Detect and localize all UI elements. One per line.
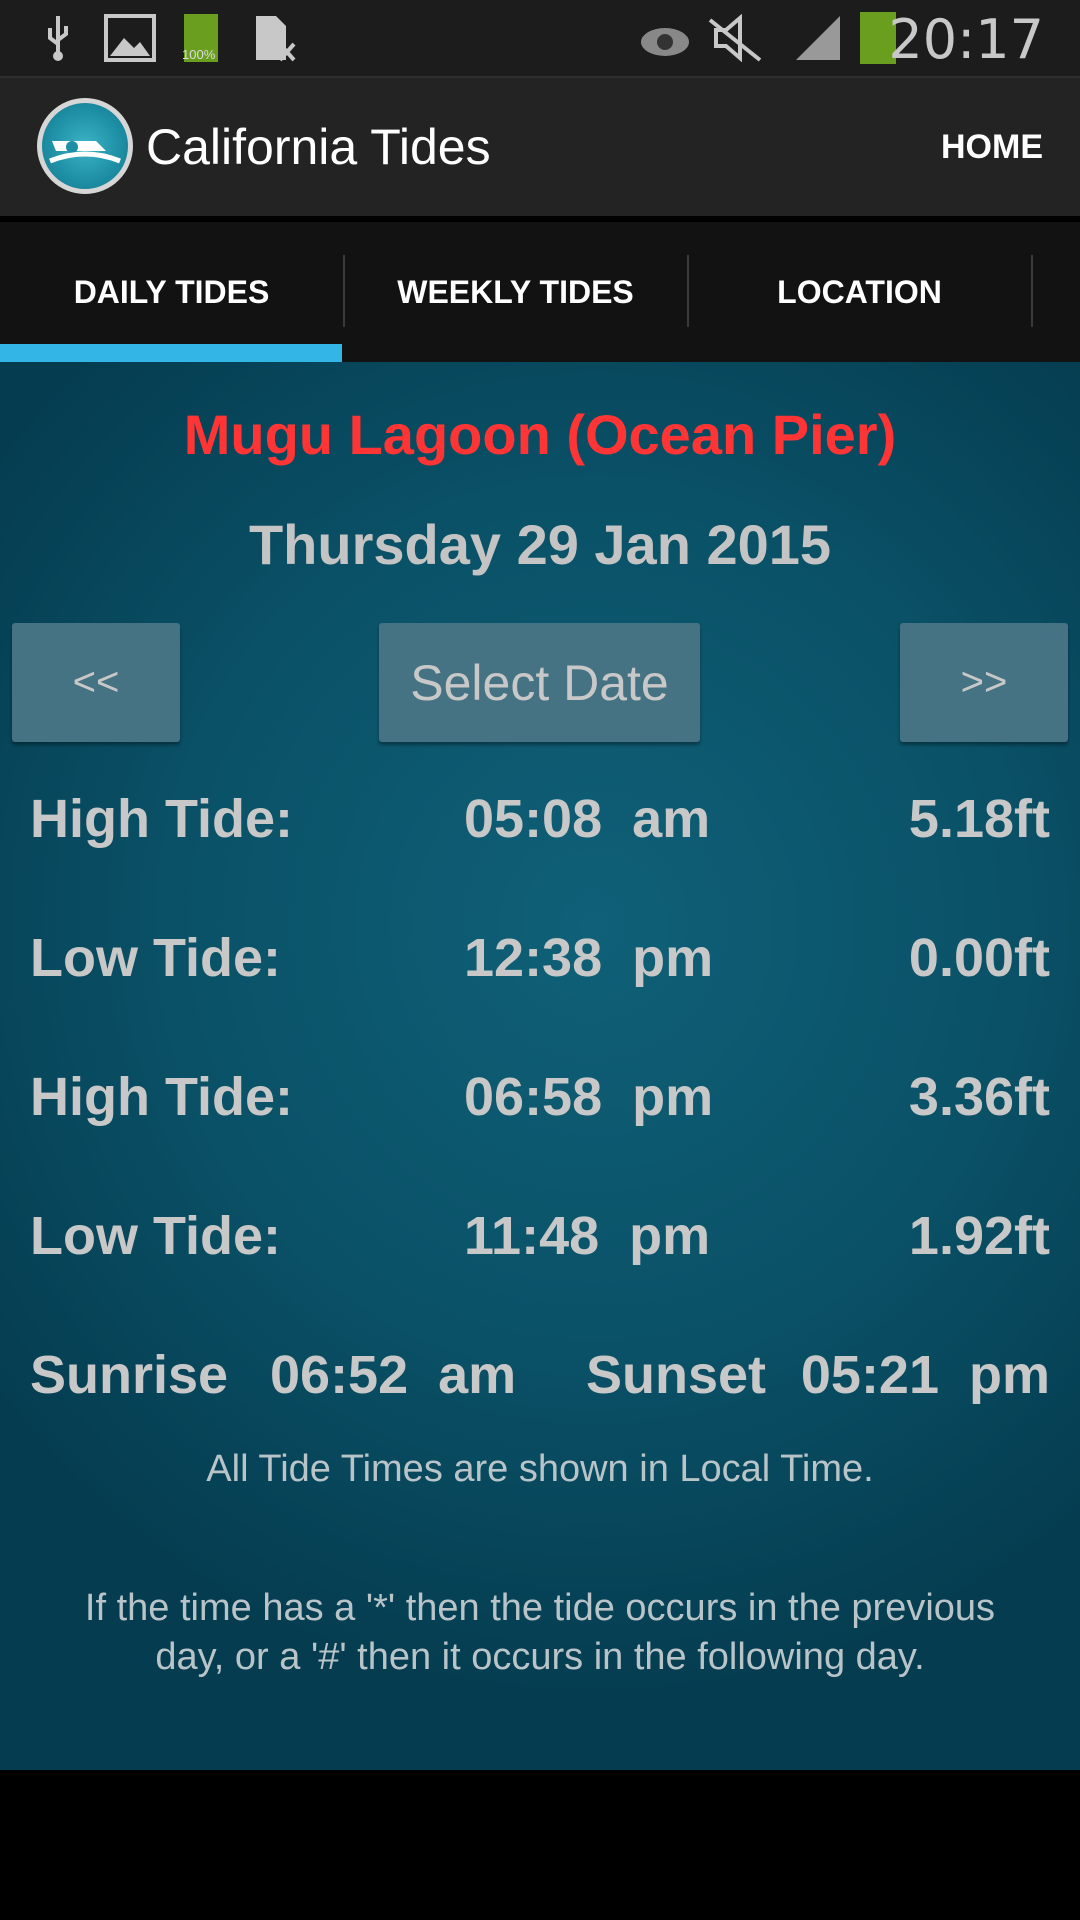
tide-height: 5.18ft — [908, 789, 1050, 849]
clock: 20:17 — [888, 8, 1044, 71]
image-icon — [104, 14, 156, 62]
tab-weekly-tides[interactable]: WEEKLY TIDES — [397, 273, 634, 310]
app-logo-icon — [37, 98, 133, 194]
tide-time: 06:58 pm — [464, 1067, 714, 1127]
tide-height: 1.92ft — [908, 1206, 1050, 1266]
usb-icon — [48, 16, 68, 61]
tab-divider — [1031, 255, 1033, 327]
tide-label: High Tide: — [30, 1067, 293, 1127]
local-time-note: All Tide Times are shown in Local Time. — [206, 1448, 874, 1490]
next-day-button[interactable]: >> — [900, 623, 1068, 742]
sunrise-label: Sunrise — [30, 1345, 229, 1405]
tab-bar: DAILY TIDES WEEKLY TIDES LOCATION — [0, 222, 1080, 362]
battery-icon: 100% — [182, 14, 218, 62]
tide-row: High Tide: 05:08 am 5.18ft — [0, 788, 1080, 858]
tide-height: 0.00ft — [908, 928, 1050, 988]
tide-row: Low Tide: 12:38 pm 0.00ft — [0, 927, 1080, 997]
app-title: California Tides — [146, 119, 491, 175]
location-name: Mugu Lagoon (Ocean Pier) — [183, 403, 897, 466]
sunset-label: Sunset — [586, 1345, 767, 1405]
select-date-button[interactable]: Select Date — [379, 623, 700, 742]
sunrise-time: 06:52 am — [270, 1345, 517, 1405]
daily-tides-panel — [0, 362, 1080, 1770]
tide-time: 12:38 pm — [464, 928, 714, 988]
mute-icon — [708, 14, 762, 62]
status-bar: 100% 20:17 — [0, 0, 1080, 76]
tab-divider — [687, 255, 689, 327]
battery-icon — [860, 12, 896, 64]
signal-icon — [796, 16, 840, 60]
tide-label: Low Tide: — [30, 1206, 281, 1266]
tide-height: 3.36ft — [908, 1067, 1050, 1127]
battery-percent: 100% — [182, 47, 216, 62]
sim-icon — [256, 16, 296, 62]
tide-label: High Tide: — [30, 789, 293, 849]
previous-day-button[interactable]: << — [12, 623, 180, 742]
action-bar — [0, 76, 1080, 216]
tab-location[interactable]: LOCATION — [777, 273, 942, 310]
home-button[interactable]: HOME — [941, 128, 1043, 166]
symbol-note-line2: day, or a '#' then it occurs in the foll… — [155, 1636, 925, 1678]
symbol-note-line1: If the time has a '*' then the tide occu… — [84, 1587, 996, 1629]
tab-indicator — [0, 344, 342, 362]
tide-row: High Tide: 06:58 pm 3.36ft — [0, 1066, 1080, 1136]
sunset-time: 05:21 pm — [800, 1345, 1050, 1405]
eye-icon — [641, 28, 689, 56]
sun-times-row: Sunrise 06:52 am Sunset 05:21 pm — [0, 1344, 1080, 1414]
tab-divider — [343, 255, 345, 327]
tide-time: 11:48 pm — [464, 1206, 711, 1266]
tide-time: 05:08 am — [464, 789, 711, 849]
tab-daily-tides[interactable]: DAILY TIDES — [73, 273, 270, 310]
current-date: Thursday 29 Jan 2015 — [248, 513, 832, 576]
tide-label: Low Tide: — [30, 928, 281, 988]
tide-row: Low Tide: 11:48 pm 1.92ft — [0, 1205, 1080, 1275]
